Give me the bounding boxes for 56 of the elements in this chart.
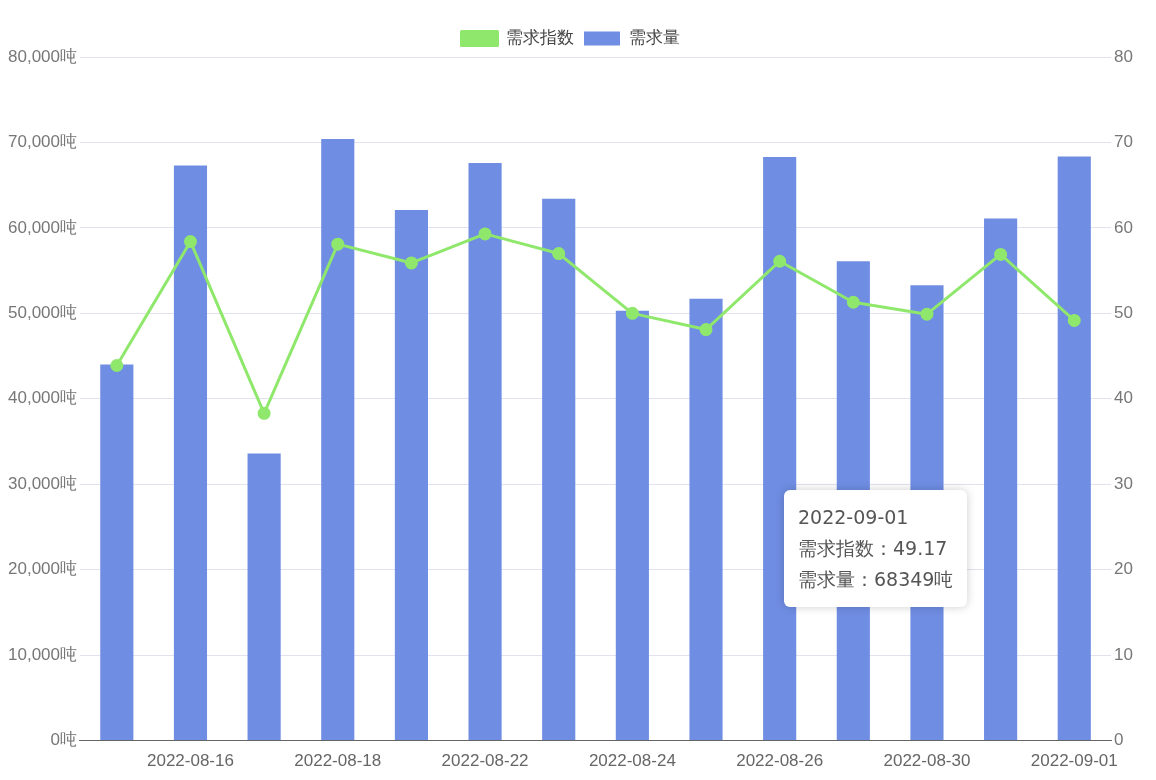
bar xyxy=(542,198,576,741)
y-tick-label: 50,000吨 xyxy=(8,303,77,323)
point xyxy=(404,256,418,270)
point xyxy=(478,227,492,241)
y-tick-label: 0吨 xyxy=(50,730,77,750)
point xyxy=(331,237,345,251)
annotation: 需求量：68349吨 xyxy=(798,567,954,592)
x-tick-label: 2022-09-01 xyxy=(1030,751,1118,771)
bar xyxy=(984,218,1018,741)
bar xyxy=(468,162,502,741)
y-tick-label: 70,000吨 xyxy=(8,132,77,152)
bar xyxy=(321,139,355,741)
bar xyxy=(689,298,723,741)
y2-tick-label: 60 xyxy=(1114,217,1134,237)
point xyxy=(183,235,197,249)
point xyxy=(773,254,787,268)
bar xyxy=(1057,156,1091,741)
point xyxy=(920,307,934,321)
y-tick-label: 80,000吨 xyxy=(8,46,77,66)
legend-label: 需求量 xyxy=(628,28,680,48)
y-tick-label: 40,000吨 xyxy=(8,388,77,408)
point xyxy=(625,306,639,320)
bar xyxy=(100,364,134,741)
bar xyxy=(247,453,281,741)
point xyxy=(699,323,713,337)
y2-tick-label: 0 xyxy=(1114,730,1124,750)
y2-tick-label: 40 xyxy=(1114,388,1134,408)
y2-tick-label: 10 xyxy=(1114,644,1134,664)
annotation: 2022-09-01 xyxy=(798,505,910,530)
bar xyxy=(173,165,208,741)
legend-label: 需求指数 xyxy=(506,28,574,48)
point xyxy=(110,358,124,372)
y2-tick-label: 30 xyxy=(1114,473,1134,493)
point xyxy=(1067,313,1081,327)
x-tick-label: 2022-08-16 xyxy=(146,751,234,771)
y2-tick-label: 50 xyxy=(1114,303,1134,323)
y-tick-label: 30,000吨 xyxy=(8,473,77,493)
point xyxy=(257,406,271,420)
bar xyxy=(615,310,649,741)
x-tick-label: 2022-08-24 xyxy=(588,751,676,771)
annotation: 需求指数：49.17 xyxy=(798,536,949,561)
x-tick-label: 2022-08-26 xyxy=(736,751,824,771)
point xyxy=(994,247,1008,261)
y2-tick-label: 20 xyxy=(1114,559,1134,579)
x-tick-label: 2022-08-22 xyxy=(441,751,529,771)
y-tick-label: 20,000吨 xyxy=(8,559,77,579)
y-tick-label: 60,000吨 xyxy=(8,217,77,237)
y2-tick-label: 70 xyxy=(1114,132,1134,152)
point xyxy=(552,247,566,261)
x-tick-label: 2022-08-18 xyxy=(294,751,382,771)
y-tick-label: 10,000吨 xyxy=(8,644,77,664)
bar xyxy=(763,156,797,741)
bar xyxy=(394,209,428,741)
y2-tick-label: 80 xyxy=(1114,46,1134,66)
point xyxy=(846,295,860,309)
x-tick-label: 2022-08-30 xyxy=(883,751,971,771)
